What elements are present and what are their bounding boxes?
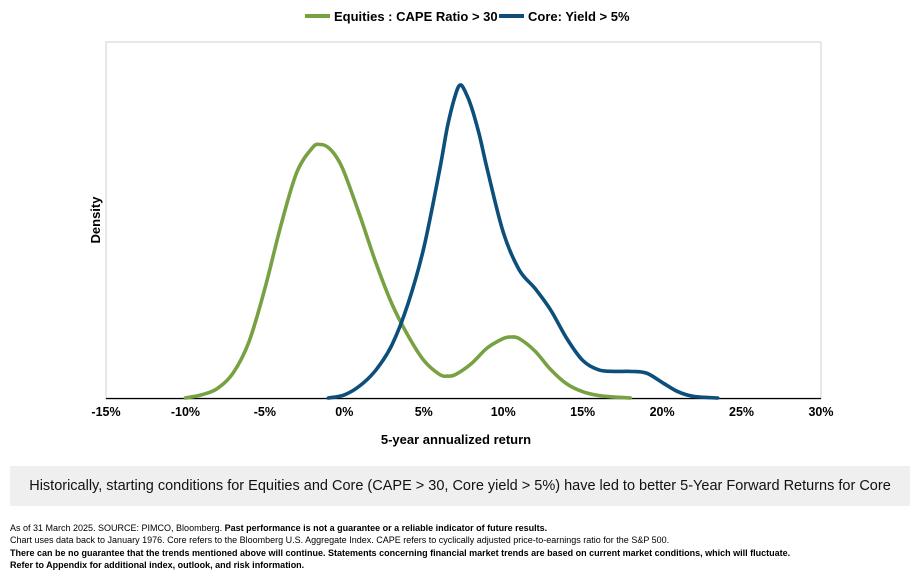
plot-area	[105, 41, 822, 400]
series-layer	[183, 83, 720, 400]
footnote-disclaimer: Past performance is not a guarantee or a…	[224, 523, 548, 533]
x-tick-label: -5%	[254, 405, 276, 419]
x-tick-label: 10%	[491, 405, 516, 419]
x-tick-label: 0%	[335, 405, 353, 419]
footnote-line-1: As of 31 March 2025. SOURCE: PIMCO, Bloo…	[10, 522, 910, 534]
callout-text: Historically, starting conditions for Eq…	[29, 478, 891, 494]
x-tick-label: 25%	[729, 405, 754, 419]
footnote-line-3: There can be no guarantee that the trend…	[10, 547, 791, 558]
legend: Equities : CAPE Ratio > 30 Core: Yield >…	[305, 9, 630, 24]
callout-banner: Historically, starting conditions for Eq…	[10, 466, 910, 506]
legend-label-core: Core: Yield > 5%	[528, 9, 630, 24]
legend-label-equities: Equities : CAPE Ratio > 30	[334, 9, 498, 24]
density-chart: Equities : CAPE Ratio > 30 Core: Yield >…	[88, 9, 834, 447]
x-tick-label: -10%	[171, 405, 200, 419]
x-tick-label: -15%	[91, 405, 120, 419]
footnote-line-2: Chart uses data back to January 1976. Co…	[10, 535, 670, 546]
x-tick-label: 15%	[570, 405, 595, 419]
series-line-equities	[183, 142, 633, 400]
y-axis-title: Density	[88, 196, 103, 244]
footnotes: As of 31 March 2025. SOURCE: PIMCO, Bloo…	[10, 522, 910, 571]
x-tick-label: 5%	[415, 405, 433, 419]
x-axis-title: 5-year annualized return	[381, 432, 531, 447]
x-axis-ticks: -15% -10% -5% 0% 5% 10% 15% 20% 25% 30%	[91, 405, 833, 419]
x-tick-label: 20%	[650, 405, 675, 419]
footnote-line-4: Refer to Appendix for additional index, …	[10, 559, 305, 570]
x-tick-label: 30%	[808, 405, 833, 419]
series-line-core	[326, 83, 720, 400]
footnote-source: As of 31 March 2025. SOURCE: PIMCO, Bloo…	[10, 523, 225, 533]
